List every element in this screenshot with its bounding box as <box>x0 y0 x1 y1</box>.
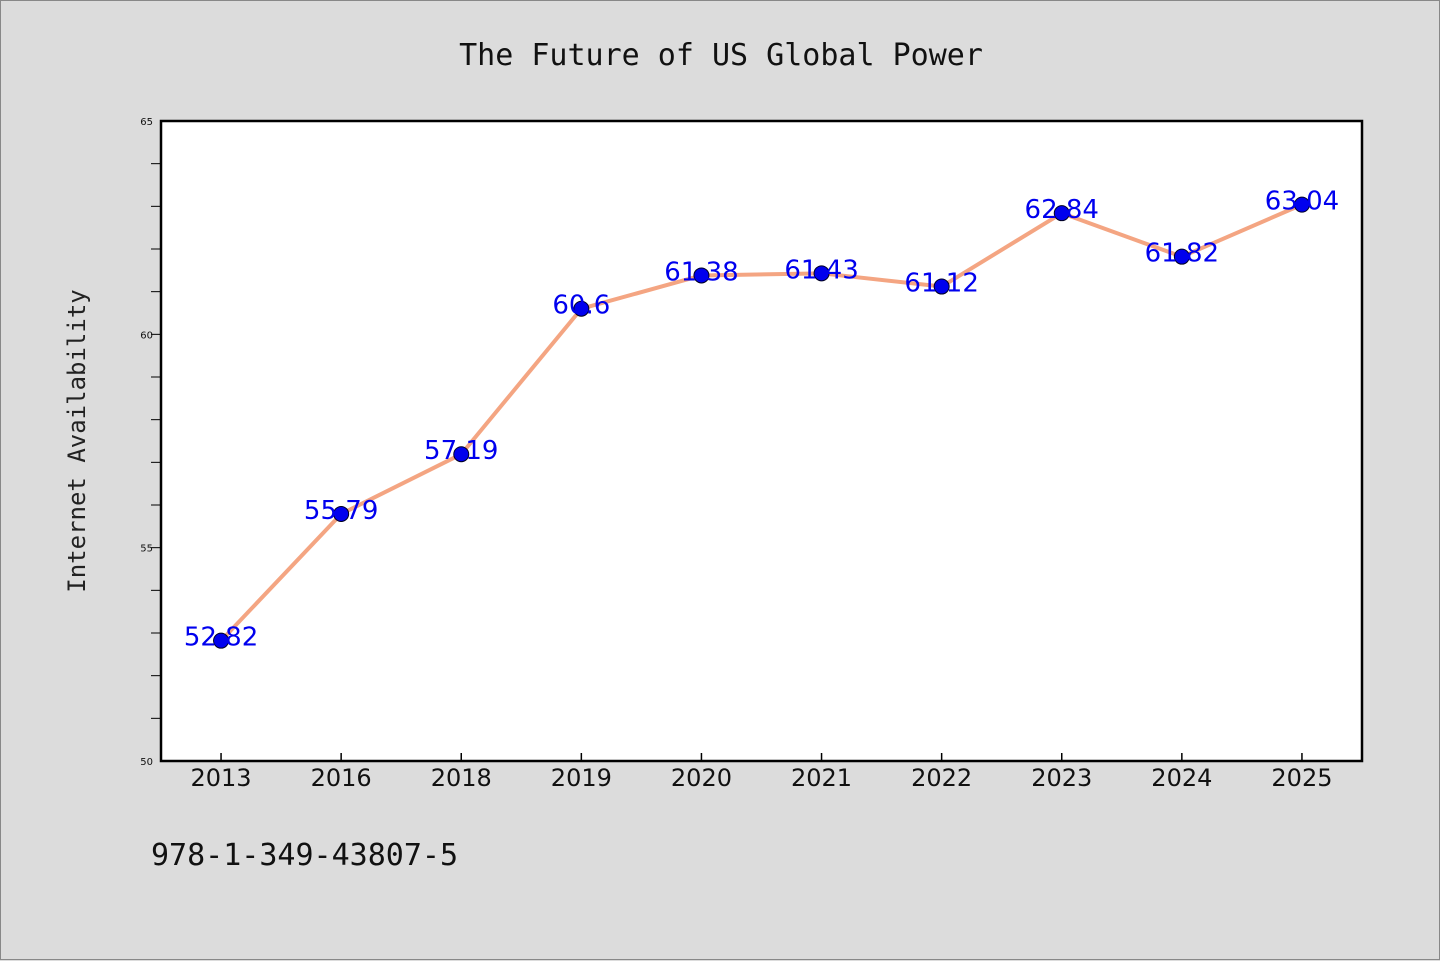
data-point <box>453 446 470 463</box>
data-point <box>933 278 950 295</box>
y-tick-label: 65 <box>140 117 153 128</box>
data-point <box>333 505 350 522</box>
y-tick-label: 60 <box>140 330 153 341</box>
x-tick-label: 2020 <box>671 764 732 792</box>
series-line <box>219 202 1304 643</box>
data-point <box>1293 196 1310 213</box>
data-point <box>813 265 830 282</box>
y-tick-label: 55 <box>140 544 153 555</box>
x-tick-label: 2021 <box>791 764 852 792</box>
data-label: 62.84 <box>1025 195 1099 225</box>
data-label: 60.6 <box>552 291 610 321</box>
data-point <box>1053 205 1070 222</box>
y-tick-label: 50 <box>140 757 153 768</box>
plot-area <box>159 119 1364 763</box>
data-point <box>693 267 710 284</box>
data-markers <box>213 196 1310 649</box>
y-tick-labels: 50 55 60 65 <box>140 117 153 768</box>
y-minor-ticks <box>151 163 161 719</box>
x-tick-label: 2024 <box>1151 764 1212 792</box>
data-point <box>573 300 590 317</box>
data-label: 63.04 <box>1265 187 1339 217</box>
data-labels: 52.82 55.79 57.19 60.6 61.38 61.43 61.12 62.84 6… <box>184 187 1339 653</box>
x-tick-label: 2023 <box>1031 764 1092 792</box>
y-axis-label: Internet Availability <box>63 289 91 592</box>
data-label: 55.79 <box>304 496 378 526</box>
data-point <box>1173 248 1190 265</box>
data-label: 61.12 <box>904 269 978 299</box>
x-tick-label: 2022 <box>911 764 972 792</box>
data-point <box>213 632 230 649</box>
x-tick-label: 2025 <box>1271 764 1332 792</box>
x-tick-label: 2016 <box>311 764 372 792</box>
x-ticks <box>220 753 1303 761</box>
data-label: 61.43 <box>784 255 858 285</box>
x-tick-label: 2018 <box>431 764 492 792</box>
data-label: 52.82 <box>184 623 258 653</box>
isbn-footer: 978-1-349-43807-5 <box>151 838 458 873</box>
data-label: 61.82 <box>1145 239 1219 269</box>
x-tick-label: 2019 <box>551 764 612 792</box>
data-label: 61.38 <box>664 257 738 287</box>
chart-title: The Future of US Global Power <box>459 38 983 73</box>
x-tick-label: 2013 <box>191 764 252 792</box>
x-tick-labels: 2013 2016 2018 2019 2020 2021 2022 2023 2024 2025 <box>191 764 1333 792</box>
data-label: 57.19 <box>424 436 498 466</box>
